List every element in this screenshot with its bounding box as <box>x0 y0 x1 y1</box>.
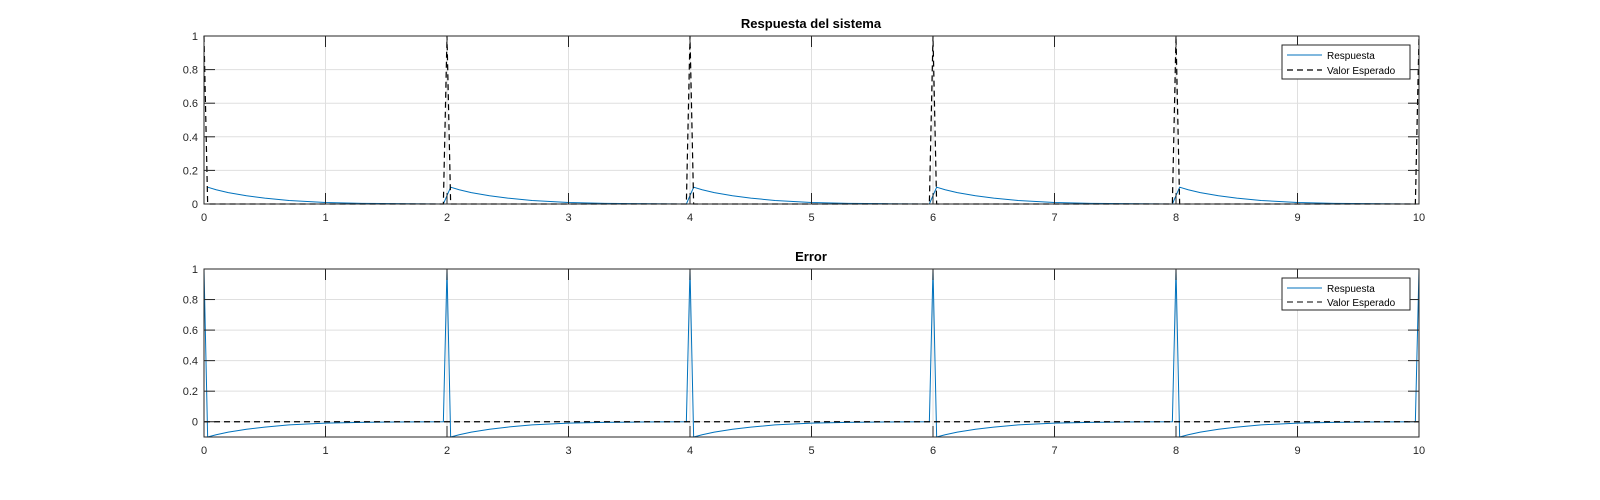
y-tick-label: 0.6 <box>183 98 198 110</box>
axes-error: Error 0 1 2 3 4 5 6 7 8 9 10 0 0.2 0.4 0.6 0.8 1 Respues… <box>183 249 1425 457</box>
x-tick-label: 5 <box>808 212 814 224</box>
y-tick-label: 0.8 <box>183 295 198 307</box>
y-tick-label: 0.2 <box>183 165 198 177</box>
legend-label-respuesta: Respuesta <box>1327 51 1375 62</box>
y-tick-label: 0.8 <box>183 65 198 77</box>
y-tick-label: 0 <box>192 199 198 211</box>
x-tick-label: 1 <box>322 445 328 457</box>
y-tick-label: 0.6 <box>183 325 198 337</box>
series-line-valor-esperado <box>203 35 1420 205</box>
legend-box <box>1281 44 1411 80</box>
axes-respuesta-sistema: Respuesta del sistema 0 1 2 3 4 5 6 7 8 9 10 0 0.2 0.… <box>183 16 1425 224</box>
plot-area: 0 1 2 3 4 5 6 7 8 9 10 0 0.2 0.4 0.6 0.8 1 <box>183 264 1425 457</box>
x-tick-label: 7 <box>1051 445 1057 457</box>
axes-title: Error <box>795 249 827 264</box>
y-tick-label: 0.4 <box>183 356 198 368</box>
legend-label-valor-esperado: Valor Esperado <box>1327 66 1396 77</box>
x-tick-label: 5 <box>808 445 814 457</box>
x-tick-label: 2 <box>444 445 450 457</box>
x-tick-label: 8 <box>1173 212 1179 224</box>
x-tick-label: 6 <box>930 212 936 224</box>
x-tick-label: 4 <box>687 212 693 224</box>
x-tick-label: 1 <box>322 212 328 224</box>
legend[interactable]: Respuesta Valor Esperado <box>1281 277 1411 311</box>
x-tick-label: 10 <box>1413 445 1425 457</box>
y-tick-label: 0.4 <box>183 132 198 144</box>
x-tick-label: 10 <box>1413 212 1425 224</box>
x-tick-label: 6 <box>930 445 936 457</box>
x-tick-label: 7 <box>1051 212 1057 224</box>
x-tick-label: 9 <box>1294 445 1300 457</box>
x-tick-label: 2 <box>444 212 450 224</box>
axes-title: Respuesta del sistema <box>741 16 882 31</box>
x-tick-label: 0 <box>201 212 207 224</box>
x-tick-label: 4 <box>687 445 693 457</box>
x-tick-label: 0 <box>201 445 207 457</box>
x-tick-label: 8 <box>1173 445 1179 457</box>
y-tick-label: 0 <box>192 417 198 429</box>
x-tick-label: 3 <box>565 445 571 457</box>
y-tick-label: 1 <box>192 264 198 276</box>
y-tick-label: 1 <box>192 31 198 43</box>
legend[interactable]: Respuesta Valor Esperado <box>1281 44 1411 80</box>
x-tick-label: 9 <box>1294 212 1300 224</box>
y-tick-label: 0.2 <box>183 386 198 398</box>
legend-label-valor-esperado: Valor Esperado <box>1327 298 1396 309</box>
legend-box <box>1281 277 1411 311</box>
legend-label-respuesta: Respuesta <box>1327 284 1375 295</box>
x-tick-label: 3 <box>565 212 571 224</box>
